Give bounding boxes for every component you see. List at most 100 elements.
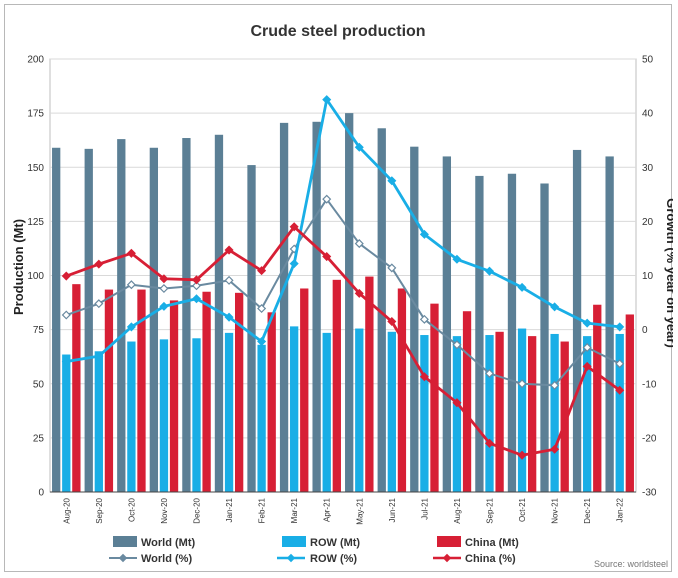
point-row-feb-21 [257,337,267,347]
legend-swatch-row-mt [282,536,306,547]
bar-row-mt-aug-20 [62,354,71,492]
point-row-oct-20 [126,322,136,332]
point-world-jan-21 [224,275,234,285]
x-tick-label: Jul-21 [420,497,429,519]
bar-china-mt-jan-21 [234,292,244,492]
point-china-jun-21 [387,316,397,327]
bar-row-mt-jul-21 [420,335,429,492]
bar-china-mt-oct-21 [527,336,537,492]
legend-label-china-pct: China (%) [465,553,516,565]
legend: World (Mt) ROW (Mt) China (Mt) World (%)… [109,536,519,565]
point-world-oct-21 [517,379,527,389]
bar-row-mt-may-21 [355,328,364,492]
line-world [65,198,621,387]
chart-title: Crude steel production [250,23,425,40]
legend-label-world-pct: World (%) [141,553,192,565]
point-china-jan-22 [615,385,625,395]
bar-china-mt-dec-20 [202,291,211,492]
bar-row-mt-feb-21 [257,344,266,492]
line-series-china [61,222,625,460]
point-china-dec-20 [191,275,202,285]
bar-row-mt-sep-21 [485,335,494,492]
bar-series-china-mt [72,276,634,492]
bar-china-mt-aug-21 [462,311,472,492]
bar-world-mt-aug-20 [52,147,61,492]
point-world-aug-21 [452,340,462,350]
x-tick-label: Jan-21 [225,497,234,522]
point-row-apr-21 [322,95,332,105]
bar-china-mt-nov-20 [169,300,179,492]
x-tick-label: Nov-20 [160,497,169,523]
point-world-jun-21 [387,263,397,273]
point-row-sep-21 [484,266,495,276]
bar-row-mt-jan-22 [615,333,624,492]
point-row-sep-20 [94,351,104,361]
bar-world-mt-feb-21 [247,165,256,492]
point-china-jan-21 [224,245,234,255]
bar-world-mt-dec-20 [182,138,191,492]
x-tick-label: Aug-21 [453,497,462,523]
legend-swatch-world-mt [113,536,137,547]
y2-tick-label: -20 [642,433,657,444]
bar-world-mt-jan-21 [214,134,224,492]
bar-world-mt-nov-20 [149,147,159,492]
point-world-nov-20 [159,283,169,294]
point-row-jan-22 [615,322,625,332]
legend-label-china-mt: China (Mt) [465,537,519,549]
point-china-jul-21 [419,372,429,382]
bar-row-mt-dec-20 [192,338,201,492]
point-world-jan-22 [615,359,625,369]
y-tick-label: 200 [27,55,44,66]
y-tick-label: 125 [27,217,44,228]
bar-row-mt-apr-21 [322,332,331,492]
bar-row-mt-oct-21 [517,328,527,492]
point-row-dec-20 [191,294,202,304]
x-tick-label: Apr-21 [323,497,332,522]
bar-world-mt-sep-20 [84,148,93,492]
point-row-jul-21 [419,229,429,239]
x-tick-label: Oct-21 [518,497,527,522]
point-row-jan-21 [224,312,234,322]
x-tick-label: Sep-20 [95,497,104,523]
bar-row-mt-nov-21 [550,333,559,492]
point-row-nov-21 [550,302,560,312]
bar-world-mt-jun-21 [377,128,386,492]
point-china-oct-20 [126,248,136,258]
y2-tick-label: 20 [642,217,654,228]
point-china-oct-21 [517,450,527,460]
point-world-oct-20 [126,280,136,290]
chart-canvas: Crude steel production 02550751001251501… [11,23,678,569]
bar-china-mt-jul-21 [430,303,439,492]
legend-label-row-mt: ROW (Mt) [310,537,360,549]
bar-china-mt-aug-20 [72,284,81,492]
bar-world-mt-oct-20 [117,139,126,493]
legend-marker-world-pct [118,553,128,563]
bar-series-row-mt [62,326,624,492]
point-china-mar-21 [289,222,299,232]
point-world-feb-21 [257,303,267,314]
point-world-sep-20 [94,299,104,309]
x-tick-label: Nov-21 [551,497,560,523]
point-china-sep-21 [484,438,495,448]
x-tick-label: Mar-21 [290,497,299,523]
bar-china-mt-may-21 [365,276,374,492]
point-china-feb-21 [257,266,267,276]
y2-tick-label: 50 [642,55,654,66]
bar-series-world-mt [52,113,614,493]
y2-tick-label: 40 [642,109,654,120]
bar-china-mt-apr-21 [332,279,341,492]
y-tick-label: 100 [27,271,44,282]
bar-layer [52,113,634,493]
bar-china-mt-sep-20 [104,289,114,492]
bar-china-mt-oct-20 [137,289,146,492]
line-china [65,225,621,457]
bar-world-mt-oct-21 [507,173,517,492]
point-world-apr-21 [322,194,332,204]
point-row-dec-21 [582,318,592,328]
y2-axis-ticks: -30 -20 -10 0 10 20 30 40 50 [642,55,657,499]
bar-world-mt-dec-21 [572,149,582,492]
x-tick-label: Aug-20 [62,497,71,523]
point-china-nov-21 [550,444,560,454]
bar-china-mt-nov-21 [560,341,569,492]
line-row [66,98,620,363]
